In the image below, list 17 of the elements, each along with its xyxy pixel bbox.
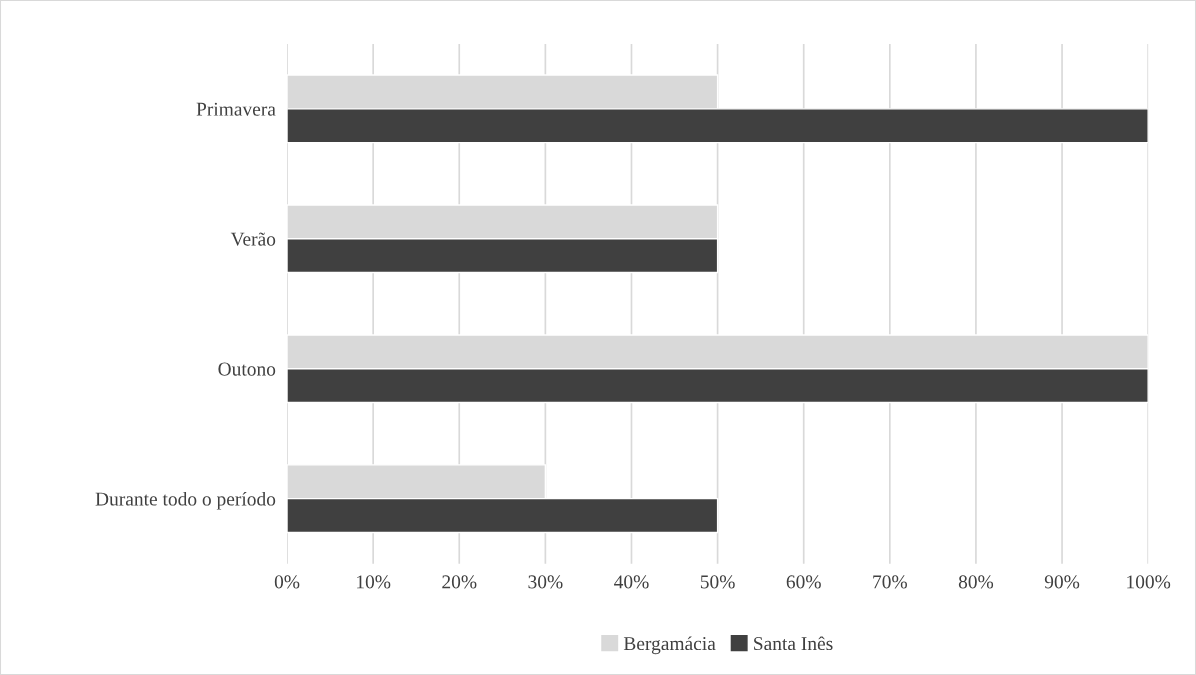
y-tick-label: Outono bbox=[218, 362, 276, 376]
x-tick-label: 80% bbox=[958, 575, 994, 589]
x-tick-label: 0% bbox=[274, 575, 300, 589]
x-tick-label: 30% bbox=[528, 575, 563, 589]
x-tick-label: 90% bbox=[1044, 575, 1080, 589]
legend-label: Santa Inês bbox=[754, 636, 833, 651]
y-tick-label: Durante todo o período bbox=[95, 491, 276, 510]
y-tick-label: Primavera bbox=[196, 102, 276, 116]
x-tick-label: 20% bbox=[442, 575, 477, 589]
x-tick-label: 40% bbox=[614, 575, 649, 589]
x-tick-label: 70% bbox=[873, 575, 907, 589]
x-tick-label: 100% bbox=[1127, 575, 1171, 589]
x-tick-label: 60% bbox=[786, 575, 821, 589]
x-tick-label: 10% bbox=[357, 575, 391, 589]
legend-label: Bergamácia bbox=[623, 636, 716, 655]
y-tick-label: Verão bbox=[230, 232, 276, 246]
x-tick-label: 50% bbox=[700, 575, 735, 589]
